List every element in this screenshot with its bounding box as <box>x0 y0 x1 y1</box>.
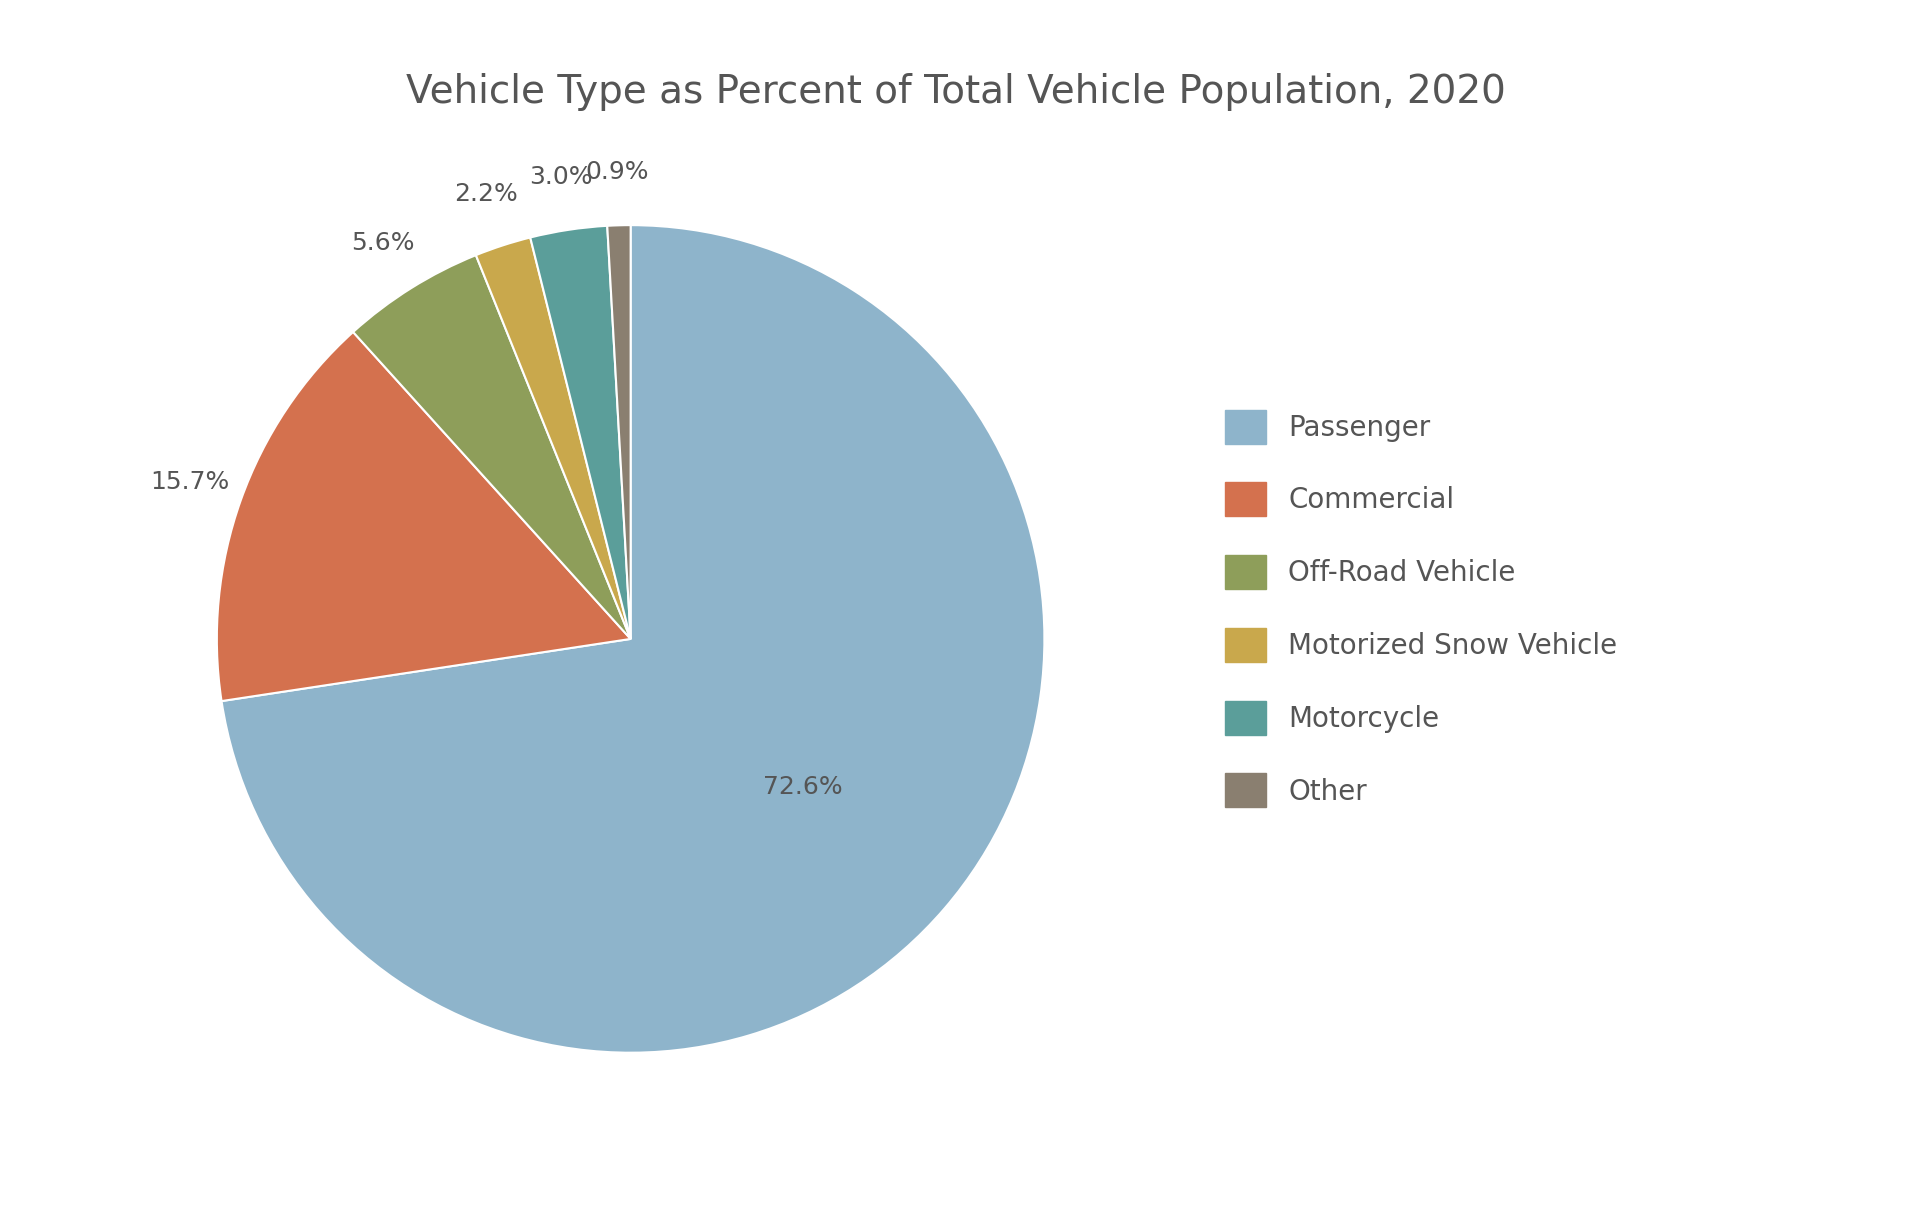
Text: 5.6%: 5.6% <box>352 230 415 254</box>
Text: 2.2%: 2.2% <box>455 183 518 206</box>
Text: 72.6%: 72.6% <box>762 775 843 800</box>
Text: Vehicle Type as Percent of Total Vehicle Population, 2020: Vehicle Type as Percent of Total Vehicle… <box>405 73 1506 111</box>
Wedge shape <box>529 226 631 639</box>
Wedge shape <box>222 225 1045 1053</box>
Wedge shape <box>608 225 631 639</box>
Wedge shape <box>354 256 631 639</box>
Wedge shape <box>216 332 631 701</box>
Text: 15.7%: 15.7% <box>151 470 229 494</box>
Text: 3.0%: 3.0% <box>529 164 592 189</box>
Legend: Passenger, Commercial, Off-Road Vehicle, Motorized Snow Vehicle, Motorcycle, Oth: Passenger, Commercial, Off-Road Vehicle,… <box>1196 382 1645 835</box>
Wedge shape <box>476 237 631 639</box>
Text: 0.9%: 0.9% <box>585 159 650 184</box>
